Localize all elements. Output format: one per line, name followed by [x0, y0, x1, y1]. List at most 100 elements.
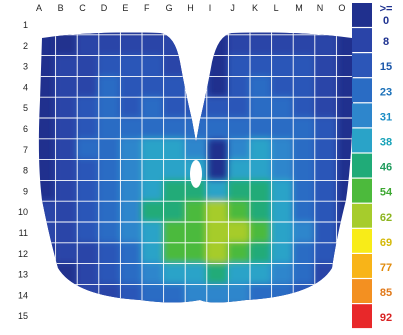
heat-cell-i11 — [205, 221, 230, 244]
heat-cell-n12 — [313, 241, 338, 265]
legend-swatch — [352, 254, 372, 278]
column-label-f: F — [144, 3, 150, 13]
heat-cell-d11 — [97, 221, 122, 244]
legend-swatch — [352, 178, 372, 203]
heat-cell-g5 — [162, 96, 187, 119]
heat-cell-g12 — [162, 241, 187, 265]
heat-cell-h7 — [184, 137, 208, 161]
heat-cell-c14 — [76, 283, 100, 303]
heat-cell-c2 — [76, 33, 100, 57]
heat-cell-b8 — [54, 158, 79, 182]
heat-cell-j7 — [227, 137, 251, 161]
heat-cell-i6 — [205, 117, 230, 140]
row-label-13: 13 — [18, 270, 28, 280]
heat-cell-m11 — [292, 221, 316, 244]
heat-cell-d9 — [97, 179, 122, 203]
heat-cell-h12 — [184, 241, 208, 265]
heat-cell-e7 — [119, 137, 143, 161]
heat-cell-l8 — [270, 158, 295, 182]
heat-cell-f8 — [141, 158, 165, 182]
heat-cell-k14 — [249, 283, 273, 303]
heat-cell-h3 — [184, 54, 208, 78]
legend-swatch — [352, 279, 372, 303]
heat-cell-j9 — [227, 179, 251, 203]
heat-cell-i9 — [205, 179, 230, 203]
heat-cell-g2 — [162, 33, 187, 57]
heat-cells — [38, 32, 353, 327]
heat-cell-f12 — [141, 241, 165, 265]
heat-cell-l13 — [270, 262, 295, 286]
heat-cell-a10 — [38, 200, 57, 223]
heat-cell-e4 — [119, 75, 143, 99]
heat-cell-m1 — [292, 32, 316, 36]
heat-cell-i5 — [205, 96, 230, 119]
heat-cell-g13 — [162, 262, 187, 286]
heat-cell-f14 — [141, 283, 165, 303]
heat-cell-d3 — [97, 54, 122, 78]
heat-cell-d14 — [97, 283, 122, 303]
heat-cell-l10 — [270, 200, 295, 223]
row-label-15: 15 — [18, 311, 28, 321]
heat-cell-g14 — [162, 283, 187, 303]
legend-swatch — [352, 53, 372, 78]
column-label-n: N — [317, 3, 324, 13]
heat-cell-n3 — [313, 54, 338, 78]
heat-cell-e6 — [119, 117, 143, 140]
heat-cell-k5 — [249, 96, 273, 119]
heat-cell-i15 — [206, 304, 230, 327]
heat-cell-n4 — [313, 75, 338, 99]
heat-cell-f9 — [141, 179, 165, 203]
heat-cell-c12 — [76, 241, 100, 265]
heat-cell-j4 — [227, 75, 251, 99]
heat-cell-c7 — [76, 137, 100, 161]
legend-label: 77 — [380, 262, 392, 274]
heat-cell-l12 — [270, 241, 295, 265]
heat-cell-l14 — [270, 283, 295, 303]
heat-cell-d7 — [97, 137, 122, 161]
legend-label: 8 — [383, 36, 389, 48]
heat-cell-l9 — [270, 179, 295, 203]
row-label-8: 8 — [23, 166, 28, 176]
heat-cell-j5 — [227, 96, 251, 119]
center-hole — [190, 160, 202, 188]
heat-cell-j12 — [227, 241, 251, 265]
heat-cell-d12 — [97, 241, 122, 265]
heat-cell-j11 — [227, 221, 251, 244]
legend-label: 54 — [380, 187, 393, 199]
heat-cell-m2 — [292, 33, 316, 57]
heat-cell-n13 — [313, 262, 338, 286]
column-label-c: C — [79, 3, 86, 13]
heat-cell-d1 — [97, 32, 122, 36]
heat-cell-b11 — [54, 221, 79, 244]
heat-cell-m12 — [292, 241, 316, 265]
heat-cell-n10 — [313, 200, 338, 223]
row-label-5: 5 — [23, 103, 28, 113]
legend-swatch — [352, 203, 372, 228]
legend-label-prefix: >= — [380, 3, 393, 15]
heat-cell-l7 — [270, 137, 295, 161]
heat-cell-b10 — [54, 200, 79, 223]
heat-cell-b5 — [54, 96, 79, 119]
heat-cell-m14 — [292, 283, 316, 303]
heat-cell-k2 — [249, 33, 273, 57]
heat-cell-c4 — [76, 75, 100, 99]
heat-cell-g4 — [162, 75, 187, 99]
heat-cell-a11 — [38, 221, 57, 244]
heat-cell-i12 — [205, 241, 230, 265]
legend-label: 92 — [380, 312, 392, 324]
row-label-2: 2 — [23, 41, 28, 51]
heat-cell-h10 — [184, 200, 208, 223]
heat-cell-g11 — [162, 221, 187, 244]
legend-label: 0 — [383, 15, 389, 27]
heat-cell-b6 — [54, 117, 79, 140]
legend-swatch — [352, 103, 372, 128]
column-label-i: I — [209, 3, 212, 13]
heat-cell-b7 — [54, 137, 79, 161]
heat-cell-l3 — [270, 54, 295, 78]
heat-cell-b2 — [54, 33, 79, 57]
column-label-m: M — [295, 3, 303, 13]
heat-cell-i14 — [205, 283, 230, 303]
legend-label: 46 — [380, 162, 392, 174]
